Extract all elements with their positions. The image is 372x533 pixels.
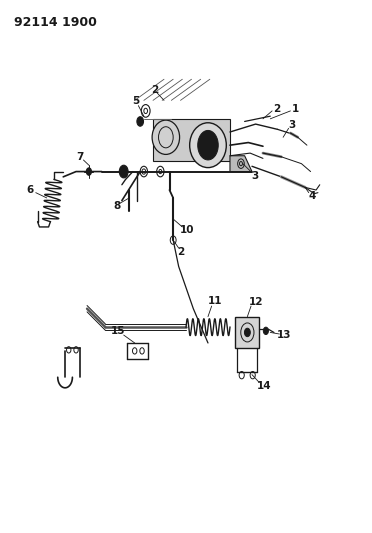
Text: 13: 13 — [277, 330, 291, 340]
Circle shape — [198, 131, 218, 160]
Circle shape — [119, 165, 128, 178]
Text: 1: 1 — [292, 104, 299, 114]
Text: 2: 2 — [273, 104, 280, 114]
Ellipse shape — [190, 123, 226, 167]
Circle shape — [86, 168, 92, 175]
Circle shape — [137, 117, 144, 126]
Text: 6: 6 — [27, 185, 34, 195]
Bar — [235, 317, 259, 348]
Circle shape — [263, 327, 269, 335]
Text: 2: 2 — [151, 85, 158, 95]
Text: 12: 12 — [249, 297, 264, 307]
Polygon shape — [153, 119, 230, 161]
Text: 8: 8 — [113, 201, 121, 212]
Text: 15: 15 — [111, 326, 125, 336]
Circle shape — [244, 328, 250, 337]
Text: 14: 14 — [257, 381, 272, 391]
Polygon shape — [230, 156, 252, 172]
Text: 3: 3 — [251, 171, 259, 181]
Text: 11: 11 — [207, 296, 222, 306]
Text: 3: 3 — [289, 120, 296, 130]
Text: 7: 7 — [76, 152, 83, 163]
Circle shape — [122, 168, 126, 175]
Ellipse shape — [152, 120, 180, 155]
Text: 10: 10 — [179, 225, 194, 235]
Text: 2: 2 — [177, 247, 184, 257]
Text: 5: 5 — [132, 96, 140, 107]
Text: 4: 4 — [309, 191, 316, 201]
Text: 92114 1900: 92114 1900 — [14, 16, 97, 29]
